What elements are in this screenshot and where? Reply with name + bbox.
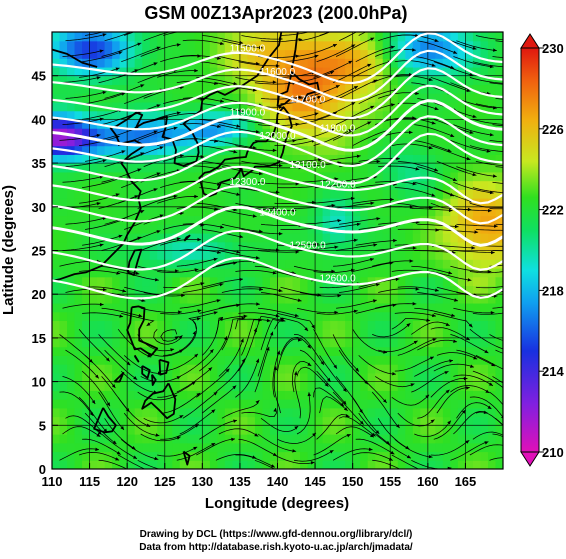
x-tick-label: 120 [116,474,138,489]
streamline-arrowhead [317,28,321,31]
streamline-arrowhead [510,371,514,374]
chart-title: GSM 00Z13Apr2023 (200.0hPa) [144,3,407,23]
x-tick-label: 125 [154,474,176,489]
contour-label: 11700.0 [290,94,326,105]
streamline-arrowhead [180,28,184,31]
colorbar-tick-label: 226 [542,122,564,137]
y-axis-label: Latitude (degrees) [0,185,17,315]
y-tick-label: 30 [32,200,46,215]
y-tick-label: 35 [32,156,46,171]
streamline-arrowhead [510,123,514,127]
streamline-arrowhead [510,65,514,69]
streamline-arrowhead [507,206,511,209]
y-tick-label: 40 [32,112,46,127]
x-axis-label: Longitude (degrees) [205,495,349,512]
colorbar-tick-label: 218 [542,283,564,298]
streamline-arrowhead [513,39,517,42]
x-tick-label: 155 [379,474,401,489]
y-tick-label: 20 [32,287,46,302]
streamline-arrowhead [140,27,144,30]
colorbar-tick-label: 230 [542,41,564,56]
colorbar-tick-label: 214 [542,364,564,379]
streamline-arrowhead [336,28,340,31]
colorbar-tick-label: 210 [542,445,564,460]
colorbar-top-arrow [521,34,539,48]
contour-label: 12500.0 [289,240,326,251]
contour-label: 12200.0 [320,179,357,190]
streamline-arrowhead [514,229,518,233]
contour-label: 12400.0 [259,208,296,219]
contour-label: 11500.0 [230,43,266,54]
y-tick-label: 0 [39,462,46,477]
contour-label: 12600.0 [320,274,357,285]
streamline-arrowhead [513,164,517,168]
streamline-arrowhead [121,24,125,27]
colorbar-tick-label: 222 [542,203,564,218]
contour-label: 12000.0 [259,131,296,142]
credit-line-1: Drawing by DCL (https://www.gfd-dennou.o… [140,529,413,540]
x-tick-label: 135 [229,474,251,489]
streamline-arrowhead [510,310,514,313]
contour-label: 12300.0 [229,177,266,188]
streamline-arrowhead [506,389,510,393]
x-tick-label: 160 [417,474,439,489]
x-tick-label: 115 [79,474,100,489]
x-tick-label: 165 [455,474,477,489]
x-tick-label: 150 [342,474,364,489]
colorbar: 210 214 218 222 226 230 [521,34,564,466]
streamline-arrowhead [507,269,511,272]
colorbar-ticks: 210 214 218 222 226 230 [539,41,564,460]
y-tick-label: 15 [32,331,46,346]
contour-label: 11800.0 [320,124,356,135]
colorbar-bar [521,48,539,452]
streamline-arrowhead [289,475,293,478]
contour-label: 11600.0 [260,67,296,78]
streamline-arrowhead [506,444,510,447]
y-tick-label: 10 [32,375,46,390]
y-tick-label: 5 [39,418,46,433]
credit-line-2: Data from http://database.rish.kyoto-u.a… [139,542,413,553]
streamline-arrowhead [513,107,517,111]
streamline-arrowhead [507,150,511,154]
streamline-arrowhead [510,191,514,195]
streamline-arrowhead [507,82,511,86]
streamline-arrowhead [508,437,512,440]
x-tick-label: 145 [304,474,326,489]
streamline-arrowhead [407,472,411,475]
streamline-arrowhead [515,422,519,426]
streamline-arrowhead [513,283,517,286]
x-tick-label: 130 [191,474,213,489]
streamline-arrowhead [511,245,515,249]
streamline-arrowhead [508,430,512,434]
colorbar-bottom-arrow [521,452,539,466]
y-tick-label: 25 [32,244,46,259]
contour-label: 11900.0 [230,108,266,119]
contour-label: 12100.0 [289,160,326,171]
x-tick-label: 140 [267,474,289,489]
y-tick-label: 45 [32,69,46,84]
